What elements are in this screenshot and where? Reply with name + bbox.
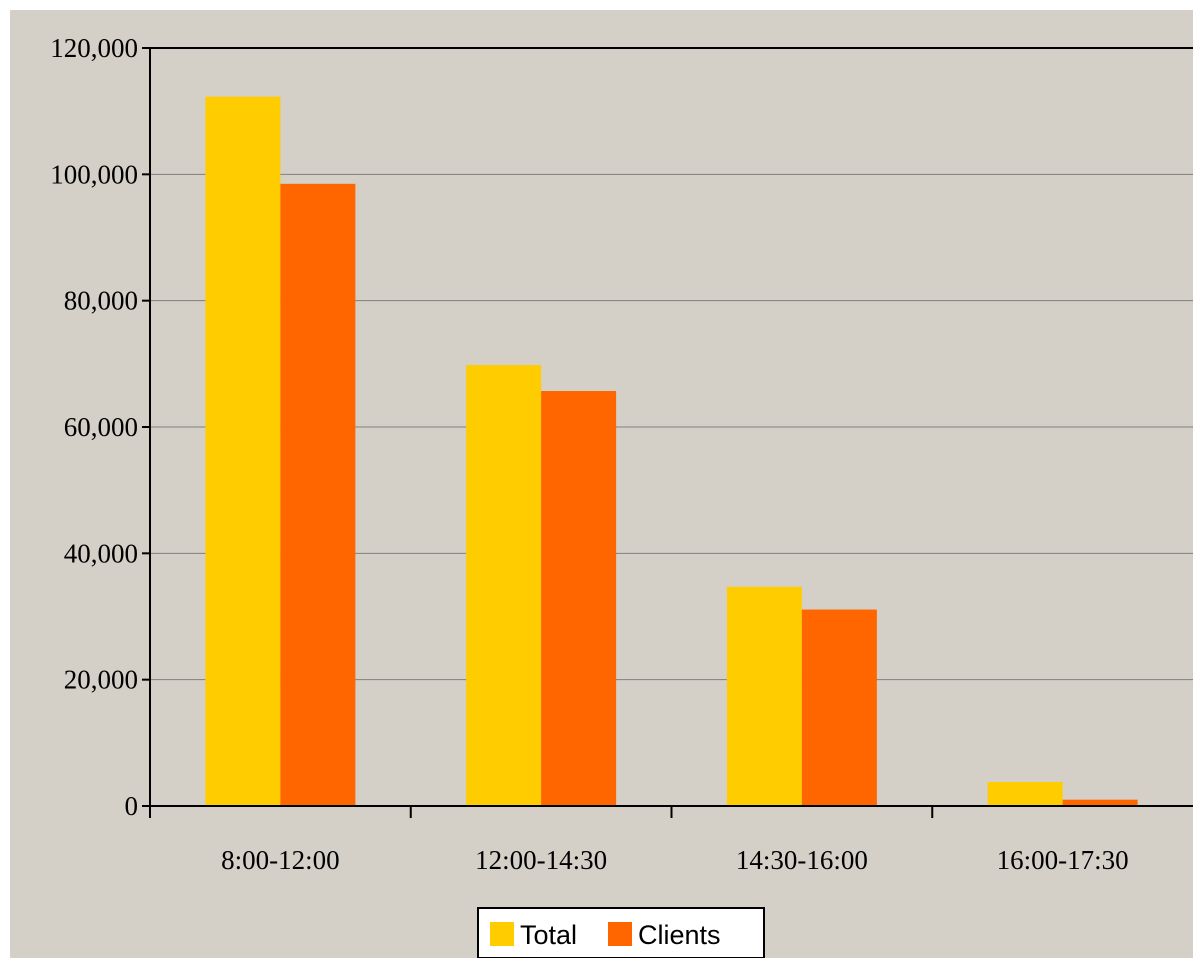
- bar-total-0: [205, 96, 281, 807]
- bar-total-3: [987, 781, 1063, 806]
- legend-swatch-clients: [608, 922, 632, 946]
- bar-clients-1: [541, 390, 617, 806]
- x-tick-label: 14:30-16:00: [736, 845, 868, 875]
- y-tick-label: 100,000: [50, 159, 138, 189]
- bar-clients-3: [1062, 799, 1138, 806]
- y-tick-label: 40,000: [64, 538, 138, 568]
- x-tick-label: 12:00-14:30: [475, 845, 607, 875]
- y-tick-label: 60,000: [64, 412, 138, 442]
- bar-total-1: [466, 365, 542, 806]
- y-tick-label: 20,000: [64, 665, 138, 695]
- y-tick-label: 120,000: [50, 33, 138, 63]
- bar-clients-2: [801, 609, 877, 806]
- bar-clients-0: [280, 183, 356, 806]
- y-tick-label: 0: [125, 791, 139, 821]
- legend-swatch-total: [490, 922, 514, 946]
- legend-label-total: Total: [520, 920, 577, 950]
- bars: [205, 96, 1138, 807]
- legend-label-clients: Clients: [638, 920, 721, 950]
- bar-total-2: [726, 586, 802, 806]
- x-tick-label: 16:00-17:30: [997, 845, 1129, 875]
- x-tick-label: 8:00-12:00: [221, 845, 340, 875]
- axes: 0 20,000 40,000 60,000 80,000 100,000 120,000 8…: [50, 33, 1193, 875]
- y-tick-label: 80,000: [64, 286, 138, 316]
- legend: Total Clients: [477, 907, 765, 958]
